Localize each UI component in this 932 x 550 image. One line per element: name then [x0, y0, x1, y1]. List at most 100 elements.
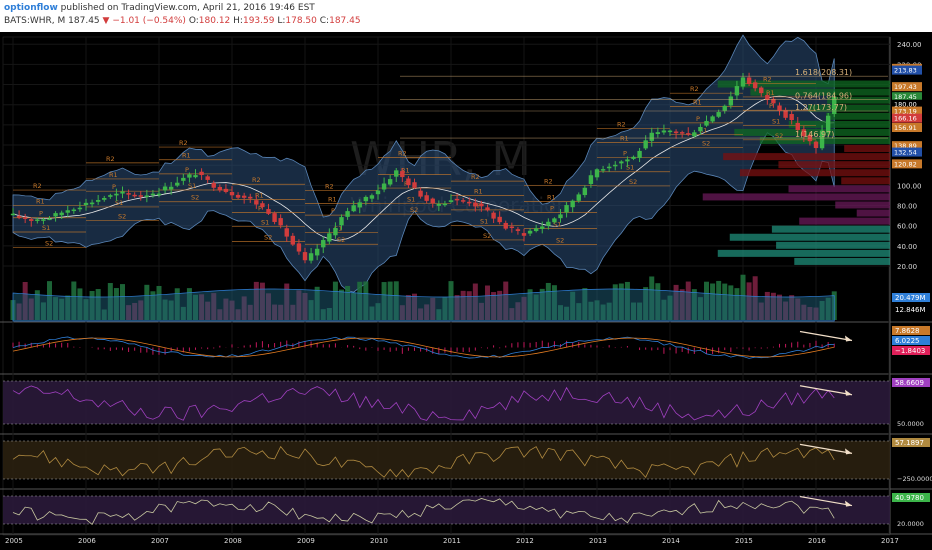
candle-body [734, 86, 740, 96]
candle-body [223, 188, 229, 192]
candle-body [430, 198, 435, 204]
close-label: C: [319, 16, 330, 26]
indicator-value-tag [892, 438, 930, 447]
candle-body [162, 186, 168, 191]
candle-body [673, 131, 679, 134]
ohlc-line: BATS:WHR, M 187.45 ▼ −1.01 (−0.54%) O:18… [4, 16, 361, 27]
pivot-label: P [39, 210, 43, 218]
price-axis-tag [892, 147, 922, 157]
candle-body [509, 226, 515, 229]
volume-profile-bar [759, 136, 890, 144]
candle-body [692, 132, 697, 137]
candle-body [479, 203, 484, 207]
author-link[interactable]: optionflow [4, 3, 58, 13]
price-axis-tag [892, 106, 922, 116]
pivot-label: S1 [699, 127, 707, 135]
candle-body [71, 209, 77, 212]
price-chart[interactable]: WHR, MWhirlpool Corporation240.00220.002… [0, 32, 932, 550]
pivot-label: P [623, 149, 627, 157]
macd-panel-line [12, 336, 835, 359]
high-value: 193.59 [242, 16, 275, 26]
candle-body [150, 193, 156, 196]
candle-body [351, 205, 356, 212]
candle-body [284, 228, 289, 237]
indicator-value-tag [892, 326, 930, 335]
candle-body [181, 177, 186, 181]
price-axis-tag [892, 65, 922, 75]
publish-line: optionflow published on TradingView.com,… [4, 3, 315, 14]
pivot-label: R2 [252, 176, 261, 184]
pivot-label: S2 [483, 232, 491, 240]
pivot-label: R1 [547, 194, 556, 202]
candle-body [631, 156, 636, 159]
candle-body [527, 230, 533, 234]
indicator-value-tag [892, 346, 930, 355]
pivot-label: R1 [182, 152, 191, 160]
candle-body [503, 222, 508, 229]
candle-body [619, 161, 624, 164]
candle-body [625, 159, 630, 162]
year-tick-label: 2012 [516, 537, 534, 545]
year-tick-label: 2007 [151, 537, 169, 545]
pivot-label: R2 [471, 173, 480, 181]
price-axis-tag-label: 138.89 [894, 142, 917, 150]
candle-body [467, 201, 472, 204]
candle-body [290, 235, 296, 245]
candle-body [752, 82, 758, 89]
volume-profile-bar [788, 120, 890, 128]
candle-body [59, 212, 64, 216]
candle-body [126, 193, 131, 195]
candle-body [649, 132, 654, 141]
candle-body [302, 252, 308, 261]
pivot-label: R1 [693, 98, 702, 106]
price-tick-label: 20.00 [897, 263, 917, 271]
pivot-label: S2 [337, 236, 345, 244]
volume-profile-bar [702, 193, 890, 201]
year-tick-label: 2016 [808, 537, 826, 545]
pivot-label: S1 [480, 218, 488, 226]
candle-body [266, 209, 271, 214]
price-change: ▼ −1.01 (−0.54%) [102, 16, 186, 26]
candle-body [363, 196, 369, 202]
candle-body [53, 213, 58, 217]
price-axis-tag-label: 120.82 [894, 160, 917, 168]
pivot-label: R1 [328, 195, 337, 203]
candle-body [740, 77, 746, 87]
candle-body [485, 207, 490, 211]
candle-body [29, 219, 34, 221]
candle-body [205, 176, 210, 180]
candle-body [168, 186, 174, 190]
candle-body [95, 200, 101, 202]
candle-body [187, 174, 192, 178]
candle-body [248, 196, 253, 199]
candle-body [704, 120, 709, 126]
trend-arrow-head [845, 500, 852, 507]
pivot-label: S1 [407, 196, 415, 204]
candle-body [491, 212, 496, 219]
volume-profile-bar [841, 177, 890, 185]
pivot-label: P [258, 204, 262, 212]
price-axis-tag-label: 180.00 [894, 101, 917, 109]
year-tick-label: 2011 [443, 537, 461, 545]
price-axis-tag-label: 132.54 [894, 149, 917, 157]
indicator-value-tag [892, 336, 930, 345]
pivot-label: P [769, 102, 773, 110]
cci-panel-line [12, 445, 835, 479]
indicator-value-tag [892, 378, 930, 387]
candle-body [783, 110, 788, 118]
volume-value-label: 20.479M [895, 294, 926, 302]
price-tick-label: 60.00 [897, 223, 917, 231]
candle-body [710, 116, 715, 122]
candle-body [600, 169, 606, 171]
volume-profile-bar [771, 225, 890, 233]
price-tick-label: 240.00 [897, 41, 922, 49]
volume-average-area [12, 288, 835, 322]
candle-body [552, 218, 557, 223]
candle-body [679, 132, 685, 134]
high-label: H: [233, 16, 243, 26]
candle-body [558, 214, 563, 219]
candle-body [722, 105, 727, 111]
pivot-label: S1 [115, 199, 123, 207]
volume-profile-bar [788, 185, 890, 193]
pivot-label: P [112, 183, 116, 191]
